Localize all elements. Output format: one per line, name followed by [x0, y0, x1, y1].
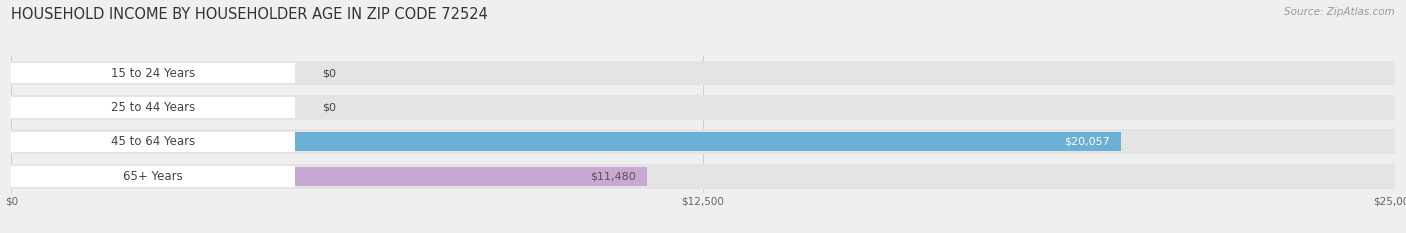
- Text: $20,057: $20,057: [1064, 137, 1111, 147]
- Text: 65+ Years: 65+ Years: [124, 170, 183, 183]
- Text: $11,480: $11,480: [589, 171, 636, 181]
- FancyBboxPatch shape: [11, 164, 1395, 188]
- FancyBboxPatch shape: [11, 131, 295, 152]
- Text: 25 to 44 Years: 25 to 44 Years: [111, 101, 195, 114]
- FancyBboxPatch shape: [11, 166, 295, 186]
- Text: 15 to 24 Years: 15 to 24 Years: [111, 67, 195, 80]
- FancyBboxPatch shape: [11, 63, 295, 83]
- Text: $0: $0: [322, 103, 336, 113]
- Text: $0: $0: [322, 68, 336, 78]
- FancyBboxPatch shape: [11, 97, 295, 118]
- FancyBboxPatch shape: [11, 167, 647, 186]
- Text: 45 to 64 Years: 45 to 64 Years: [111, 135, 195, 148]
- FancyBboxPatch shape: [11, 95, 1395, 120]
- Text: HOUSEHOLD INCOME BY HOUSEHOLDER AGE IN ZIP CODE 72524: HOUSEHOLD INCOME BY HOUSEHOLDER AGE IN Z…: [11, 7, 488, 22]
- FancyBboxPatch shape: [11, 61, 1395, 86]
- FancyBboxPatch shape: [11, 130, 1395, 154]
- FancyBboxPatch shape: [11, 132, 1121, 151]
- Text: Source: ZipAtlas.com: Source: ZipAtlas.com: [1284, 7, 1395, 17]
